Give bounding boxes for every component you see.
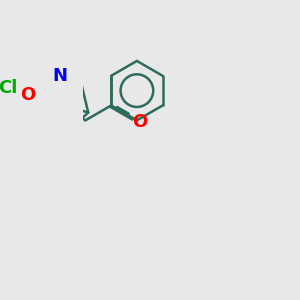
Text: N: N <box>52 67 67 85</box>
Text: O: O <box>132 113 147 131</box>
Text: O: O <box>21 85 36 103</box>
Text: Cl: Cl <box>0 79 17 97</box>
